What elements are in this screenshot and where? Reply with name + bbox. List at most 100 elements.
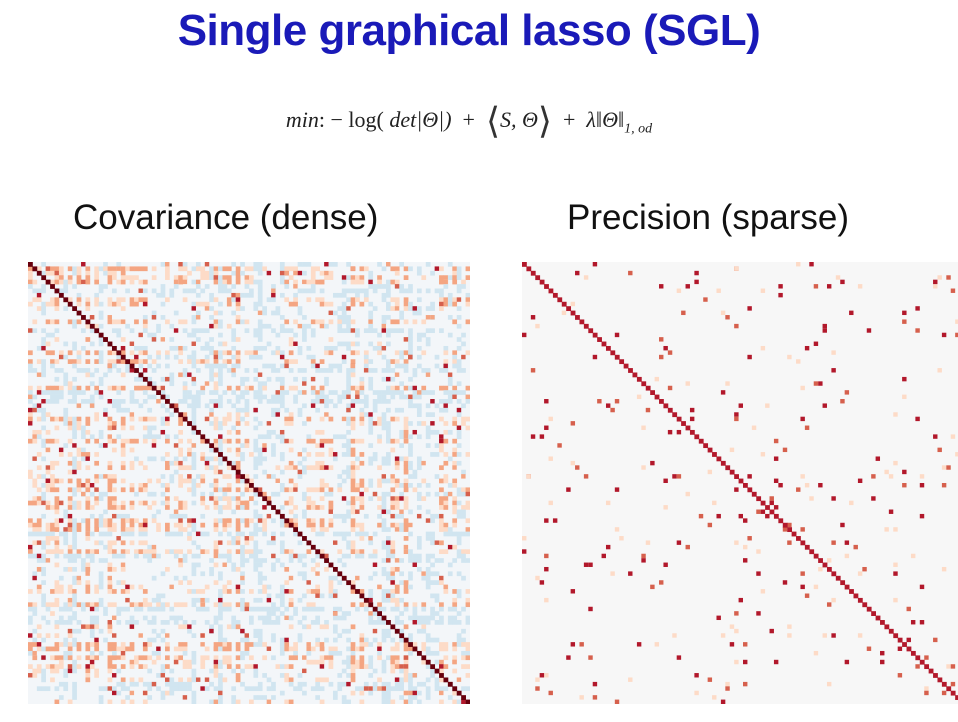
covariance-cell: [209, 297, 214, 303]
covariance-cell: [138, 297, 144, 303]
covariance-cell: [41, 416, 46, 422]
covariance-strong-cell: [209, 412, 214, 417]
covariance-cell: [337, 323, 343, 329]
covariance-cell: [235, 394, 241, 400]
covariance-cell: [218, 421, 223, 426]
precision-offdiag-cell: [862, 566, 867, 572]
covariance-cell: [187, 394, 192, 400]
covariance-cell: [54, 505, 60, 510]
covariance-cell: [240, 562, 245, 568]
covariance-cell: [253, 456, 259, 462]
covariance-cell: [41, 288, 46, 294]
covariance-cell: [319, 394, 325, 400]
covariance-strong-cell: [368, 611, 373, 616]
covariance-cell: [310, 518, 316, 524]
covariance-cell: [165, 602, 170, 608]
covariance-cell: [94, 522, 100, 528]
covariance-strong-cell: [328, 509, 333, 514]
covariance-cell: [142, 297, 148, 303]
precision-diagonal-cell: [663, 403, 669, 409]
covariance-cell: [368, 416, 374, 422]
covariance-cell: [337, 513, 343, 519]
covariance-cell: [328, 593, 334, 599]
covariance-cell: [346, 381, 351, 387]
covariance-cell: [191, 522, 197, 528]
covariance-cell: [63, 443, 69, 448]
covariance-cell: [41, 270, 46, 276]
precision-offdiag-cell: [813, 284, 819, 289]
covariance-cell: [218, 279, 223, 285]
covariance-cell: [447, 399, 453, 404]
precision-offdiag-cell: [548, 456, 553, 461]
covariance-strong-cell: [386, 593, 391, 598]
covariance-cell: [315, 279, 321, 285]
covariance-cell: [235, 522, 241, 528]
covariance-strong-cell: [191, 376, 196, 382]
covariance-cell: [319, 368, 325, 373]
covariance-cell: [350, 438, 356, 444]
covariance-cell: [399, 363, 404, 369]
covariance-cell: [372, 407, 378, 413]
covariance-cell: [337, 681, 343, 687]
covariance-cell: [319, 416, 325, 422]
covariance-cell: [279, 323, 285, 329]
covariance-cell: [461, 390, 466, 395]
covariance-cell: [54, 602, 60, 608]
covariance-cell: [372, 620, 378, 625]
covariance-cell: [81, 399, 86, 404]
covariance-cell: [129, 438, 135, 444]
covariance-cell: [213, 372, 219, 378]
covariance-cell: [89, 642, 95, 647]
covariance-cell: [50, 655, 55, 661]
covariance-cell: [213, 540, 219, 546]
covariance-cell: [231, 615, 237, 621]
covariance-cell: [50, 460, 55, 466]
covariance-cell: [85, 602, 91, 608]
covariance-cell: [147, 416, 153, 422]
covariance-cell: [355, 385, 360, 391]
covariance-cell: [111, 288, 117, 294]
covariance-cell: [319, 505, 325, 510]
covariance-cell: [107, 474, 113, 479]
covariance-cell: [200, 301, 206, 307]
covariance-strong-cell: [399, 664, 404, 669]
covariance-strong-cell: [284, 615, 289, 621]
covariance-cell: [218, 553, 223, 559]
covariance-cell: [341, 518, 347, 524]
covariance-cell: [262, 310, 267, 316]
covariance-cell: [452, 363, 458, 369]
covariance-cell: [386, 399, 391, 404]
precision-offdiag-cell: [800, 416, 805, 422]
covariance-strong-cell: [306, 580, 311, 585]
covariance-cell: [443, 385, 449, 391]
covariance-cell: [72, 597, 77, 603]
covariance-cell: [165, 350, 170, 356]
covariance-cell: [271, 491, 276, 497]
covariance-cell: [257, 580, 263, 585]
covariance-cell: [218, 571, 223, 577]
covariance-cell: [328, 575, 334, 581]
covariance-strong-cell: [111, 425, 117, 430]
covariance-cell: [147, 407, 153, 413]
covariance-strong-cell: [231, 292, 236, 298]
covariance-cell: [416, 456, 422, 462]
covariance-cell: [107, 544, 113, 550]
covariance-cell: [452, 589, 458, 594]
covariance-diagonal-cell: [120, 354, 126, 360]
covariance-cell: [368, 690, 374, 696]
covariance-cell: [425, 491, 431, 497]
covariance-cell: [204, 359, 210, 364]
covariance-cell: [191, 602, 197, 608]
covariance-cell: [147, 425, 153, 431]
covariance-cell: [439, 288, 444, 294]
precision-offdiag-cell: [579, 695, 584, 700]
covariance-cell: [41, 513, 46, 519]
precision-offdiag-cell: [628, 270, 633, 276]
covariance-cell: [456, 589, 462, 594]
covariance-cell: [81, 558, 86, 563]
covariance-strong-cell: [111, 673, 117, 678]
covariance-cell: [129, 425, 135, 431]
covariance-strong-cell: [89, 659, 95, 665]
precision-offdiag-cell: [915, 306, 920, 311]
covariance-cell: [372, 288, 378, 294]
